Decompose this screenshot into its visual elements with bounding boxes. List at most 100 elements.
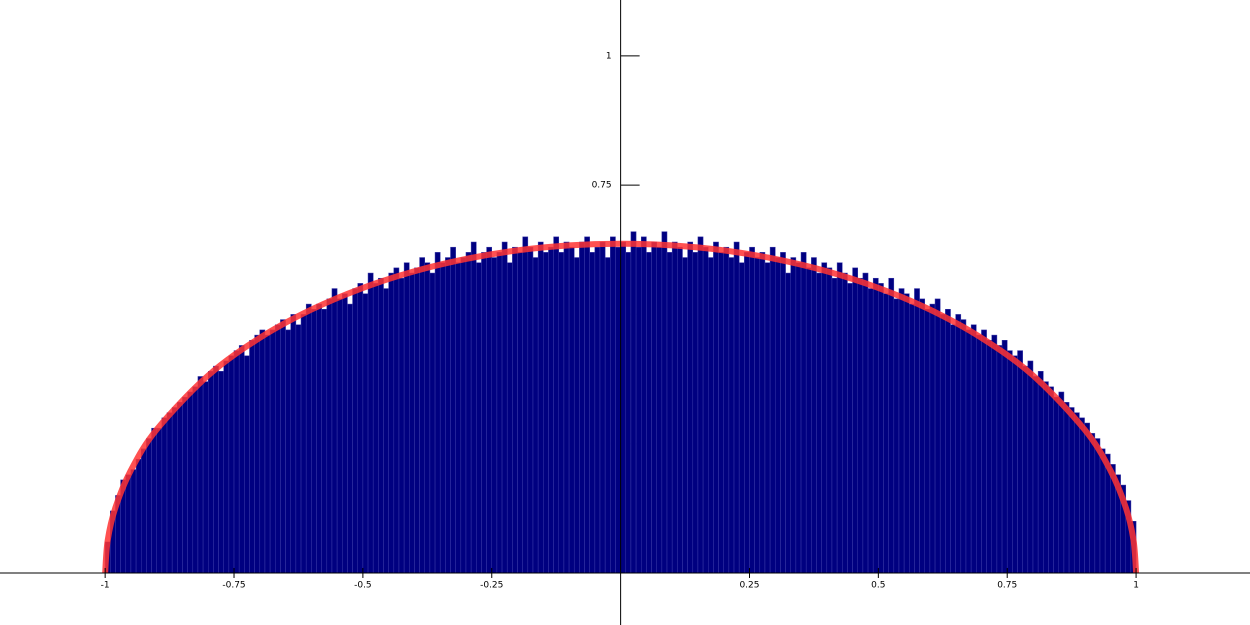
bar: [599, 241, 606, 574]
bar: [161, 417, 168, 574]
bar: [991, 334, 998, 574]
bar: [300, 314, 307, 574]
bar: [1017, 350, 1023, 574]
bar: [553, 236, 560, 574]
bar: [986, 340, 993, 574]
x-tick-label: 1: [1133, 580, 1139, 590]
bar: [223, 360, 230, 574]
bar: [996, 345, 1003, 574]
bar: [625, 252, 632, 574]
bar: [620, 241, 627, 574]
bar: [548, 246, 554, 574]
bar: [970, 324, 977, 574]
bar: [826, 267, 833, 574]
bar: [151, 427, 157, 574]
bar: [409, 272, 415, 574]
bar: [192, 386, 199, 574]
bar: [965, 329, 972, 574]
bar: [445, 257, 451, 574]
x-tick-label: -0.25: [480, 580, 503, 590]
bar: [780, 252, 786, 574]
bar: [811, 257, 817, 574]
bar: [280, 319, 286, 574]
bar: [1079, 417, 1085, 574]
bar: [331, 288, 338, 574]
bar: [872, 277, 879, 574]
bar: [759, 252, 766, 574]
bar: [723, 246, 730, 574]
bar: [455, 262, 462, 574]
bar: [1073, 412, 1080, 574]
bar: [321, 308, 328, 574]
bar: [522, 236, 529, 574]
bar: [439, 262, 446, 574]
bar: [347, 303, 353, 574]
bar: [713, 241, 719, 574]
bar: [398, 277, 405, 574]
bar: [666, 252, 673, 574]
bar: [285, 329, 291, 574]
bar: [218, 371, 224, 574]
bar: [1063, 402, 1070, 574]
bar: [1084, 422, 1090, 574]
bar: [563, 241, 570, 574]
bar: [414, 267, 420, 574]
bar: [852, 267, 858, 574]
bar: [316, 303, 322, 574]
bar: [305, 303, 312, 574]
bar: [1001, 340, 1008, 574]
bar: [1048, 386, 1054, 574]
bar: [677, 246, 683, 574]
bar: [496, 252, 503, 574]
bar: [543, 252, 549, 574]
bar: [336, 298, 343, 574]
bar: [254, 334, 261, 574]
bar: [769, 246, 776, 574]
bar: [506, 262, 513, 574]
bar: [821, 262, 828, 574]
bar: [460, 257, 467, 574]
bar: [527, 246, 534, 574]
bar: [424, 262, 431, 574]
bar: [171, 407, 178, 574]
bar: [383, 288, 389, 574]
bar: [764, 262, 771, 574]
bar: [790, 257, 797, 574]
bar: [682, 257, 688, 574]
bar: [156, 427, 163, 574]
bar: [867, 288, 874, 574]
bar: [352, 288, 358, 574]
bar: [924, 308, 931, 574]
bar: [1006, 350, 1013, 574]
bar: [295, 324, 302, 574]
bar: [537, 241, 544, 574]
bar: [800, 252, 807, 574]
bar: [1012, 355, 1018, 574]
bar: [955, 314, 962, 574]
bar: [558, 252, 565, 574]
bar: [486, 246, 493, 574]
bar: [177, 402, 183, 574]
bar: [197, 376, 204, 574]
x-tick-label: -1: [101, 580, 110, 590]
bar: [501, 241, 508, 574]
bar: [718, 252, 724, 574]
bar: [914, 288, 920, 574]
bar: [744, 252, 750, 574]
bar: [950, 324, 956, 574]
bar: [130, 469, 137, 574]
bar: [692, 252, 699, 574]
bar: [615, 246, 621, 574]
bar: [775, 257, 781, 574]
bar: [568, 246, 575, 574]
bar: [326, 298, 333, 574]
bar: [898, 288, 905, 574]
bar: [589, 252, 596, 574]
bar: [378, 277, 384, 574]
bar: [135, 458, 142, 574]
bar: [187, 391, 194, 574]
bar: [367, 272, 374, 574]
y-tick-label: 1: [606, 51, 612, 61]
bar: [671, 241, 678, 574]
bar: [939, 314, 946, 574]
